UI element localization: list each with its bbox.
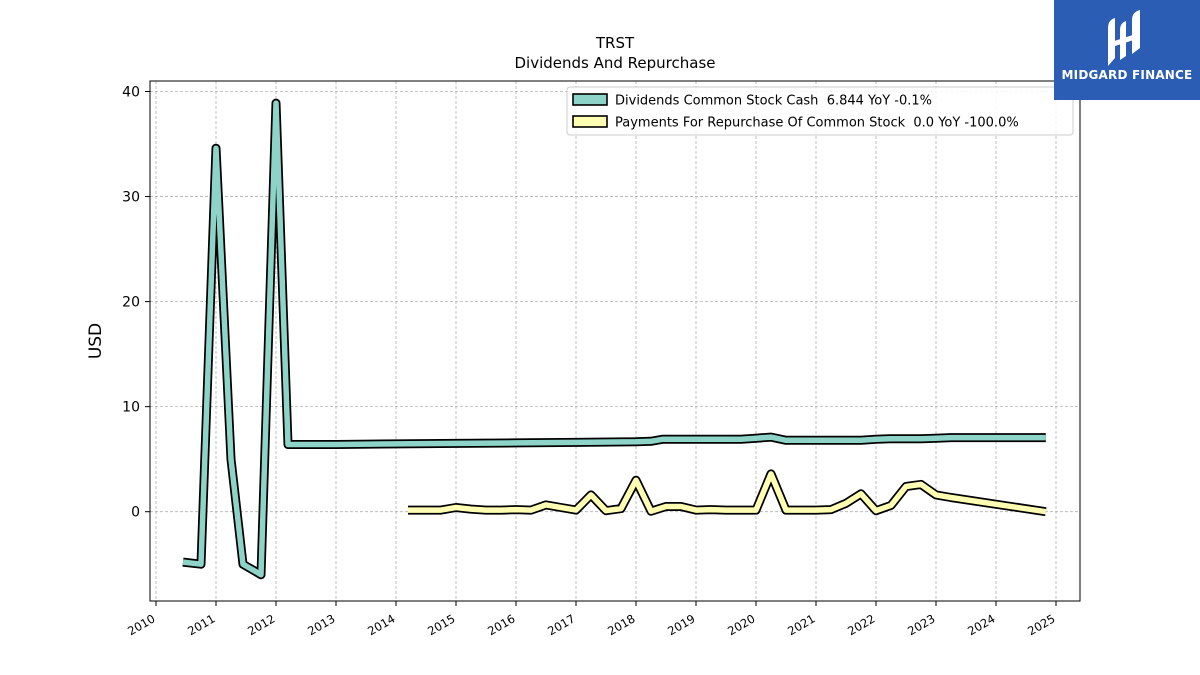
- x-tick-label: 2013: [305, 611, 337, 638]
- x-tick-label: 2015: [425, 611, 457, 638]
- x-tick-label: 2017: [545, 611, 577, 638]
- series-layer: [182, 98, 1047, 580]
- y-tick-label: 30: [122, 190, 140, 206]
- chart-subtitle: Dividends And Repurchase: [514, 54, 715, 72]
- logo-text: MIDGARD FINANCE: [1061, 68, 1193, 82]
- plot-frame: [149, 80, 1081, 602]
- x-tick-label: 2021: [785, 611, 817, 638]
- y-tick-label: 10: [122, 400, 140, 416]
- legend-swatch-repurchase: [572, 115, 608, 128]
- x-tick-label: 2023: [905, 611, 937, 638]
- x-tick-label: 2019: [665, 611, 697, 638]
- legend-label-dividends: Dividends Common Stock Cash 6.844 YoY -0…: [615, 94, 932, 109]
- y-axis-label: USD: [86, 323, 106, 359]
- series-outline-dividends: [182, 98, 1046, 580]
- x-tick-label: 2011: [185, 611, 217, 638]
- x-tick-label: 2012: [245, 611, 277, 638]
- y-tick-label: 40: [122, 85, 140, 101]
- legend: Dividends Common Stock Cash 6.844 YoY -0…: [566, 86, 1074, 136]
- x-tick-label: 2020: [725, 611, 757, 638]
- legend-swatch-dividends: [572, 93, 608, 106]
- legend-box: [566, 86, 1074, 136]
- x-tick-label: 2024: [965, 611, 997, 638]
- logo-mark-icon: [1108, 10, 1141, 66]
- x-axis: 2010 2011 2012 2013 2014 2015 2016 2017 2018 2019…: [125, 601, 1058, 638]
- y-tick-label: 0: [131, 505, 140, 521]
- y-axis: 0 10 20 30 40: [122, 85, 150, 521]
- x-tick-label: 2025: [1025, 611, 1057, 638]
- brand-logo: MIDGARD FINANCE: [1054, 0, 1200, 100]
- x-tick-label: 2016: [485, 611, 517, 638]
- x-tick-label: 2018: [605, 611, 637, 638]
- y-tick-label: 20: [122, 295, 140, 311]
- series-line-repurchase: [408, 471, 1047, 515]
- grid: [150, 81, 1080, 601]
- x-tick-label: 2014: [365, 611, 397, 638]
- series-line-dividends: [182, 100, 1046, 578]
- x-tick-label: 2022: [845, 611, 877, 638]
- legend-label-repurchase: Payments For Repurchase Of Common Stock …: [615, 116, 1019, 131]
- series-outline-repurchase: [408, 469, 1047, 517]
- chart-title: TRST: [595, 34, 635, 52]
- x-tick-label: 2010: [125, 611, 157, 638]
